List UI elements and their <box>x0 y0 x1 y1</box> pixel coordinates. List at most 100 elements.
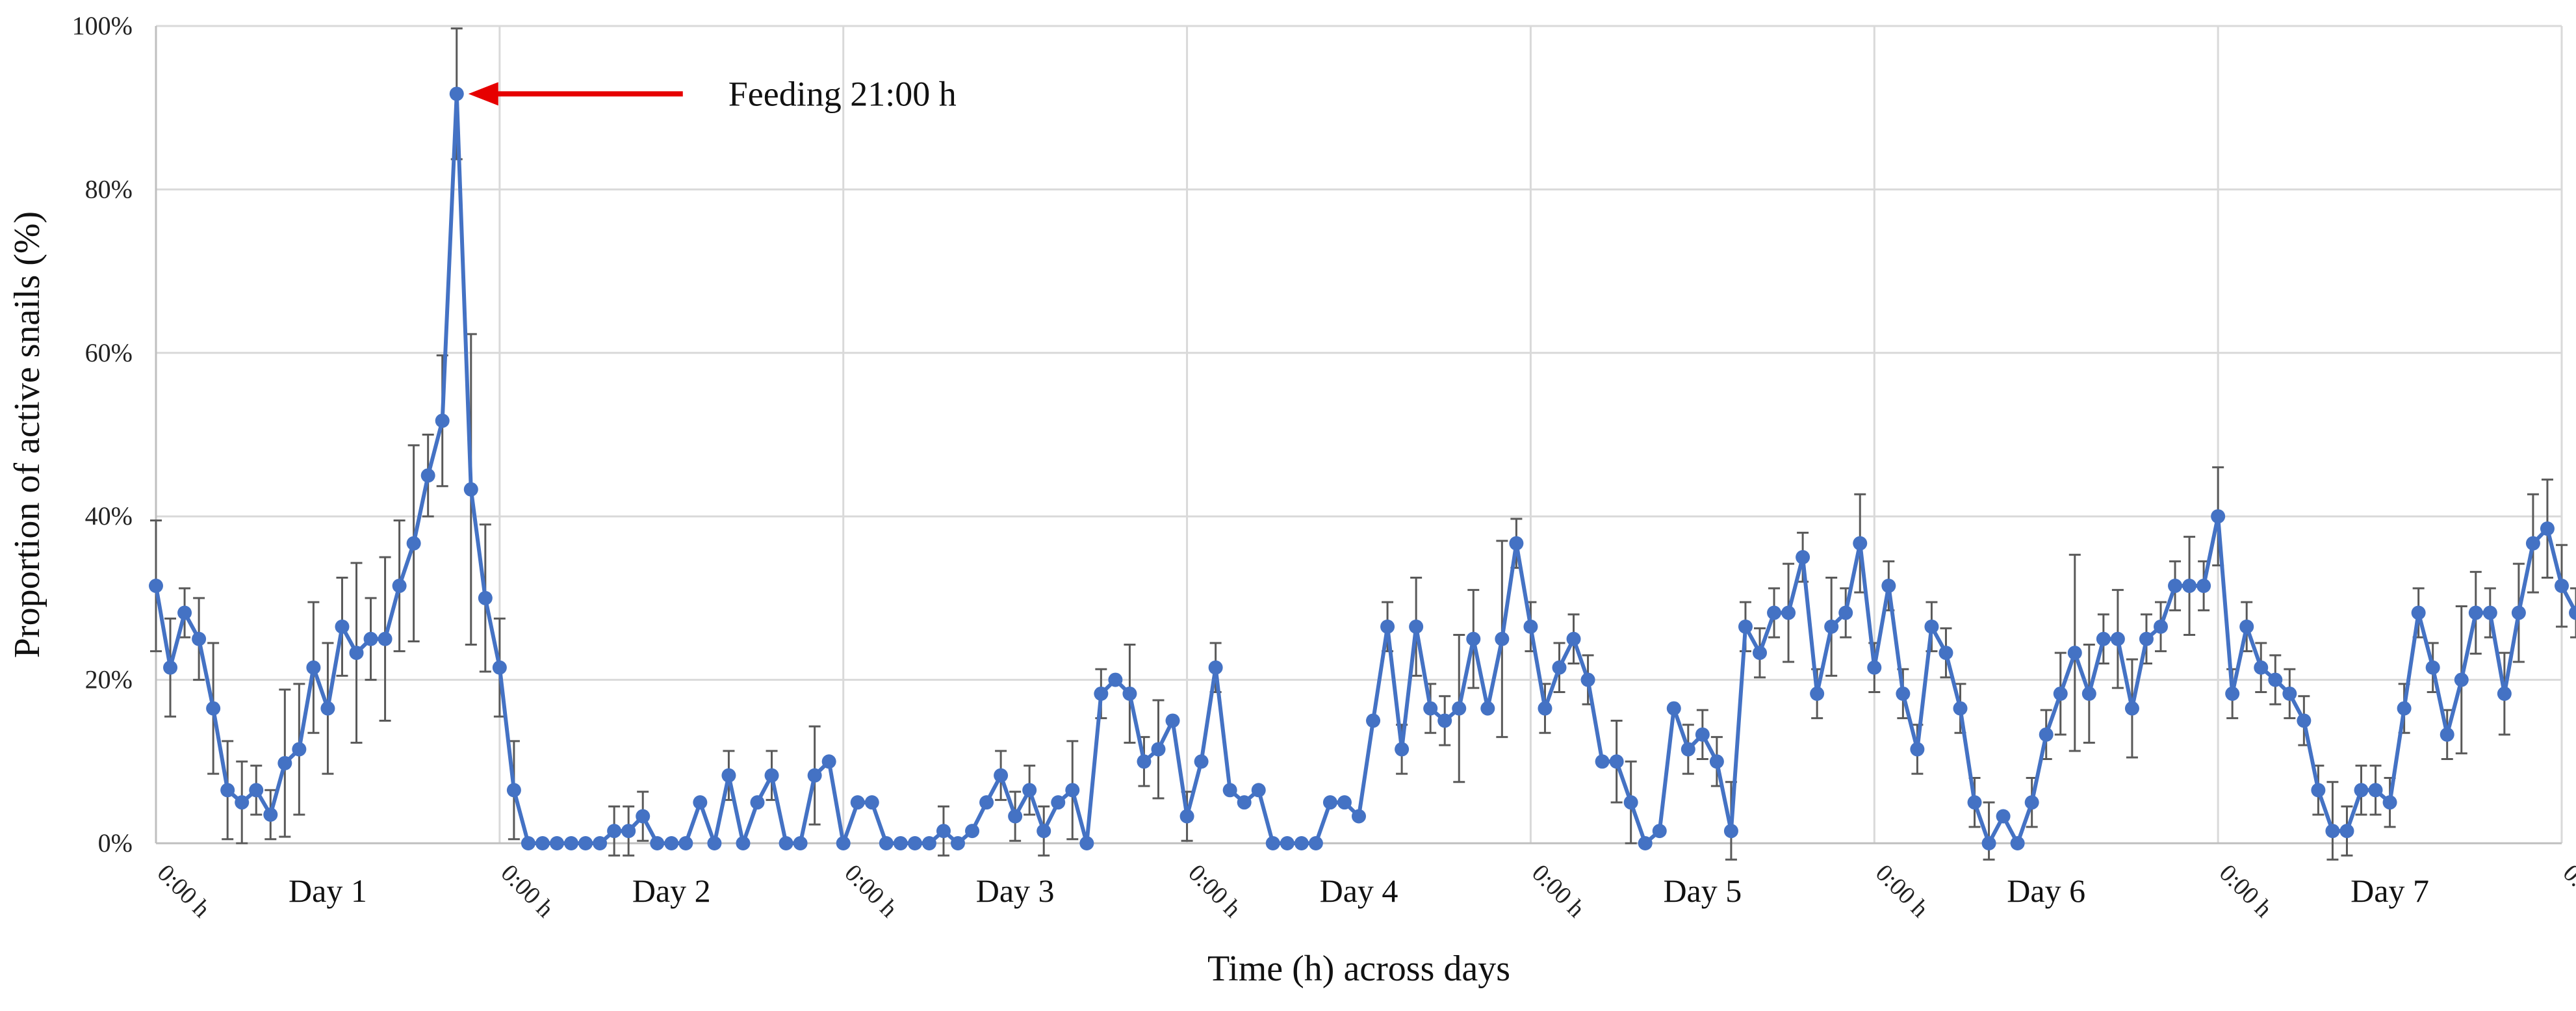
y-tick-label: 100% <box>72 11 133 40</box>
data-point <box>263 807 278 822</box>
data-point <box>650 836 665 850</box>
data-point <box>1666 701 1681 716</box>
data-point <box>206 701 221 716</box>
x-tick-label: 0:00 h <box>2214 860 2278 923</box>
data-point <box>693 795 708 810</box>
data-point <box>1466 631 1481 646</box>
data-point <box>750 795 765 810</box>
data-point <box>1251 783 1266 798</box>
data-point <box>306 660 321 675</box>
data-point <box>821 754 836 769</box>
data-point <box>1423 701 1438 716</box>
data-point <box>2354 783 2369 798</box>
data-point <box>1079 836 1094 850</box>
data-point <box>2311 783 2326 798</box>
data-point <box>2454 672 2469 687</box>
data-point <box>2254 660 2269 675</box>
data-point <box>850 795 865 810</box>
data-point <box>678 836 693 850</box>
error-bars <box>150 27 2576 861</box>
data-point <box>2053 686 2068 701</box>
data-point <box>1237 795 1252 810</box>
data-point <box>1853 536 1868 551</box>
data-point <box>192 631 207 646</box>
x-tick-label: 0:00 h <box>2558 860 2576 923</box>
data-point <box>1953 701 1968 716</box>
data-point <box>2010 836 2025 850</box>
series-line <box>154 92 2576 845</box>
data-point <box>1265 836 1280 850</box>
data-point <box>921 836 936 850</box>
data-point <box>335 619 350 634</box>
data-point <box>1967 795 1982 810</box>
data-point <box>1881 579 1896 594</box>
data-point <box>1509 536 1524 551</box>
data-point <box>2569 605 2576 620</box>
data-point <box>2555 579 2569 594</box>
data-point <box>1638 836 1653 850</box>
data-point <box>1538 701 1552 716</box>
data-points <box>149 86 2576 850</box>
data-point <box>2440 727 2454 742</box>
day-separator-lines <box>155 26 2563 843</box>
data-point <box>1709 754 1724 769</box>
data-point <box>1037 824 1051 839</box>
data-point <box>1452 701 1467 716</box>
annotation: Feeding 21:00 h <box>468 74 957 113</box>
data-point <box>836 836 851 850</box>
error-bar <box>2570 587 2576 638</box>
data-point <box>721 768 736 783</box>
data-point <box>1867 660 1882 675</box>
data-point <box>907 836 922 850</box>
data-point <box>807 768 822 783</box>
data-point <box>2411 605 2426 620</box>
data-point <box>1366 713 1381 728</box>
day-label: Day 7 <box>2351 873 2429 909</box>
data-point <box>1723 824 1738 839</box>
data-point <box>1896 686 1911 701</box>
data-point <box>1022 783 1037 798</box>
data-point <box>2096 631 2111 646</box>
data-point <box>951 836 965 850</box>
data-point <box>1437 713 1452 728</box>
day-label: Day 1 <box>289 873 367 909</box>
data-point <box>449 86 464 101</box>
data-point <box>564 836 579 850</box>
data-point <box>249 783 264 798</box>
data-point <box>1165 713 1180 728</box>
data-point <box>2196 579 2211 594</box>
y-tick-labels: 0% 20% 40% 60% 80% 100% <box>72 11 133 858</box>
data-point <box>979 795 994 810</box>
data-point <box>406 536 421 551</box>
data-point <box>1695 727 1710 742</box>
data-point <box>1595 754 1610 769</box>
data-point <box>1137 754 1152 769</box>
data-point <box>578 836 593 850</box>
data-point <box>2425 660 2440 675</box>
data-point <box>2154 619 2168 634</box>
data-point <box>463 482 478 497</box>
data-point <box>793 836 808 850</box>
data-point <box>349 646 364 661</box>
data-point <box>1767 605 1782 620</box>
data-point <box>1222 783 1237 798</box>
y-axis-title: Proportion of active snails (%) <box>7 211 47 658</box>
data-point <box>550 836 564 850</box>
data-point <box>277 755 292 770</box>
data-point <box>1208 660 1223 675</box>
data-point <box>1122 686 1137 701</box>
data-point <box>2081 686 2096 701</box>
data-point <box>1681 742 1695 757</box>
data-point <box>2382 795 2397 810</box>
data-point <box>1938 646 1953 661</box>
data-point <box>1380 619 1395 634</box>
data-point <box>220 783 235 798</box>
day-label: Day 4 <box>1320 873 1398 909</box>
data-point <box>392 579 407 594</box>
y-gridlines <box>156 25 2562 681</box>
data-point <box>1523 619 1538 634</box>
data-point <box>994 768 1009 783</box>
x-tick-label: 0:00 h <box>1183 860 1246 923</box>
data-point <box>1280 836 1294 850</box>
data-point <box>149 579 163 594</box>
